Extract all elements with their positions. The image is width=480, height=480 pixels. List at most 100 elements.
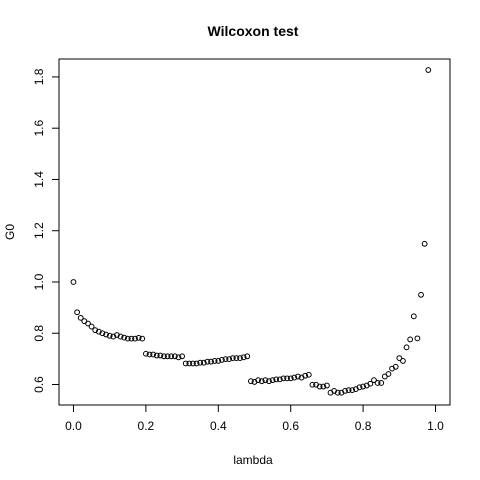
data-point (95, 328, 102, 335)
data-point (117, 333, 124, 340)
data-point (324, 382, 330, 389)
data-point (70, 279, 77, 285)
data-point (77, 314, 84, 321)
data-point (153, 352, 160, 359)
data-point (320, 383, 327, 390)
data-point (164, 353, 171, 360)
data-point (342, 388, 348, 394)
data-point (135, 334, 142, 341)
data-point (233, 355, 240, 361)
data-point (179, 353, 185, 360)
y-tick-label: 1.6 (32, 120, 46, 137)
data-point (208, 358, 214, 365)
y-axis-label: G0 (3, 224, 17, 240)
data-point (356, 384, 363, 391)
data-point (168, 353, 175, 360)
data-point (360, 383, 367, 390)
data-point (215, 358, 222, 364)
data-point (244, 353, 251, 360)
data-point (269, 377, 276, 384)
data-points (70, 67, 432, 396)
data-point (302, 372, 309, 379)
y-tick-label: 1.8 (32, 68, 46, 85)
data-point (175, 354, 182, 361)
data-point (150, 351, 157, 358)
data-point (121, 334, 128, 341)
data-point (193, 360, 200, 367)
y-tick-label: 1.2 (32, 222, 46, 239)
data-point (421, 240, 428, 247)
data-point (139, 335, 146, 342)
y-tick-label: 1.0 (32, 273, 46, 290)
x-axis: 0.0 0.2 0.4 0.6 0.8 1.0 (65, 404, 444, 433)
data-point (407, 336, 414, 343)
x-tick-label: 0.4 (210, 419, 227, 433)
data-point (392, 363, 399, 370)
data-point (258, 378, 265, 385)
data-point (103, 331, 109, 338)
x-tick-label: 0.0 (65, 419, 82, 433)
data-point (146, 351, 153, 358)
data-point (99, 330, 106, 337)
data-point (124, 335, 131, 342)
y-tick-label: 0.6 (32, 376, 46, 393)
data-point (92, 327, 99, 334)
data-point (240, 354, 247, 361)
data-point (222, 356, 229, 363)
data-point (410, 313, 417, 320)
data-point (157, 352, 164, 359)
data-point (142, 350, 149, 357)
data-point (132, 335, 138, 342)
data-point (287, 375, 294, 382)
data-point (276, 376, 283, 383)
data-point (309, 381, 316, 388)
data-point (385, 371, 392, 377)
x-tick-label: 0.8 (355, 419, 372, 433)
x-tick-label: 1.0 (427, 419, 444, 433)
data-point (74, 309, 81, 316)
x-tick-label: 0.2 (138, 419, 155, 433)
data-point (229, 355, 236, 361)
data-point (425, 67, 432, 73)
data-point (345, 387, 352, 394)
data-point (161, 353, 167, 360)
data-point (284, 375, 290, 382)
data-point (349, 387, 356, 394)
data-point (186, 360, 193, 367)
data-point (88, 323, 95, 330)
data-point (418, 291, 424, 298)
data-point (414, 335, 421, 342)
data-point (237, 355, 243, 361)
data-point (280, 375, 287, 382)
data-point (396, 355, 403, 361)
data-point (106, 332, 113, 339)
data-point (273, 376, 280, 383)
data-point (378, 380, 385, 386)
data-point (247, 378, 254, 385)
data-point (400, 358, 406, 364)
data-point (367, 380, 374, 387)
data-point (204, 358, 211, 365)
data-point (114, 332, 120, 338)
data-point (291, 374, 298, 381)
x-axis-label: lambda (233, 453, 273, 467)
y-axis: 0.6 0.8 1.0 1.2 1.4 1.6 1.8 (32, 68, 60, 393)
data-point (226, 356, 233, 363)
data-point (371, 377, 377, 384)
data-point (128, 335, 135, 342)
chart-title: Wilcoxon test (208, 23, 299, 39)
y-tick-label: 1.4 (32, 171, 46, 188)
data-point (110, 333, 117, 340)
data-point (182, 360, 189, 367)
data-point (262, 377, 269, 384)
data-point (295, 373, 301, 380)
data-point (334, 389, 341, 396)
data-point (197, 359, 204, 366)
data-point (211, 358, 218, 364)
data-point (403, 344, 410, 351)
data-point (200, 359, 207, 366)
data-point (266, 378, 272, 385)
data-point (219, 356, 225, 363)
